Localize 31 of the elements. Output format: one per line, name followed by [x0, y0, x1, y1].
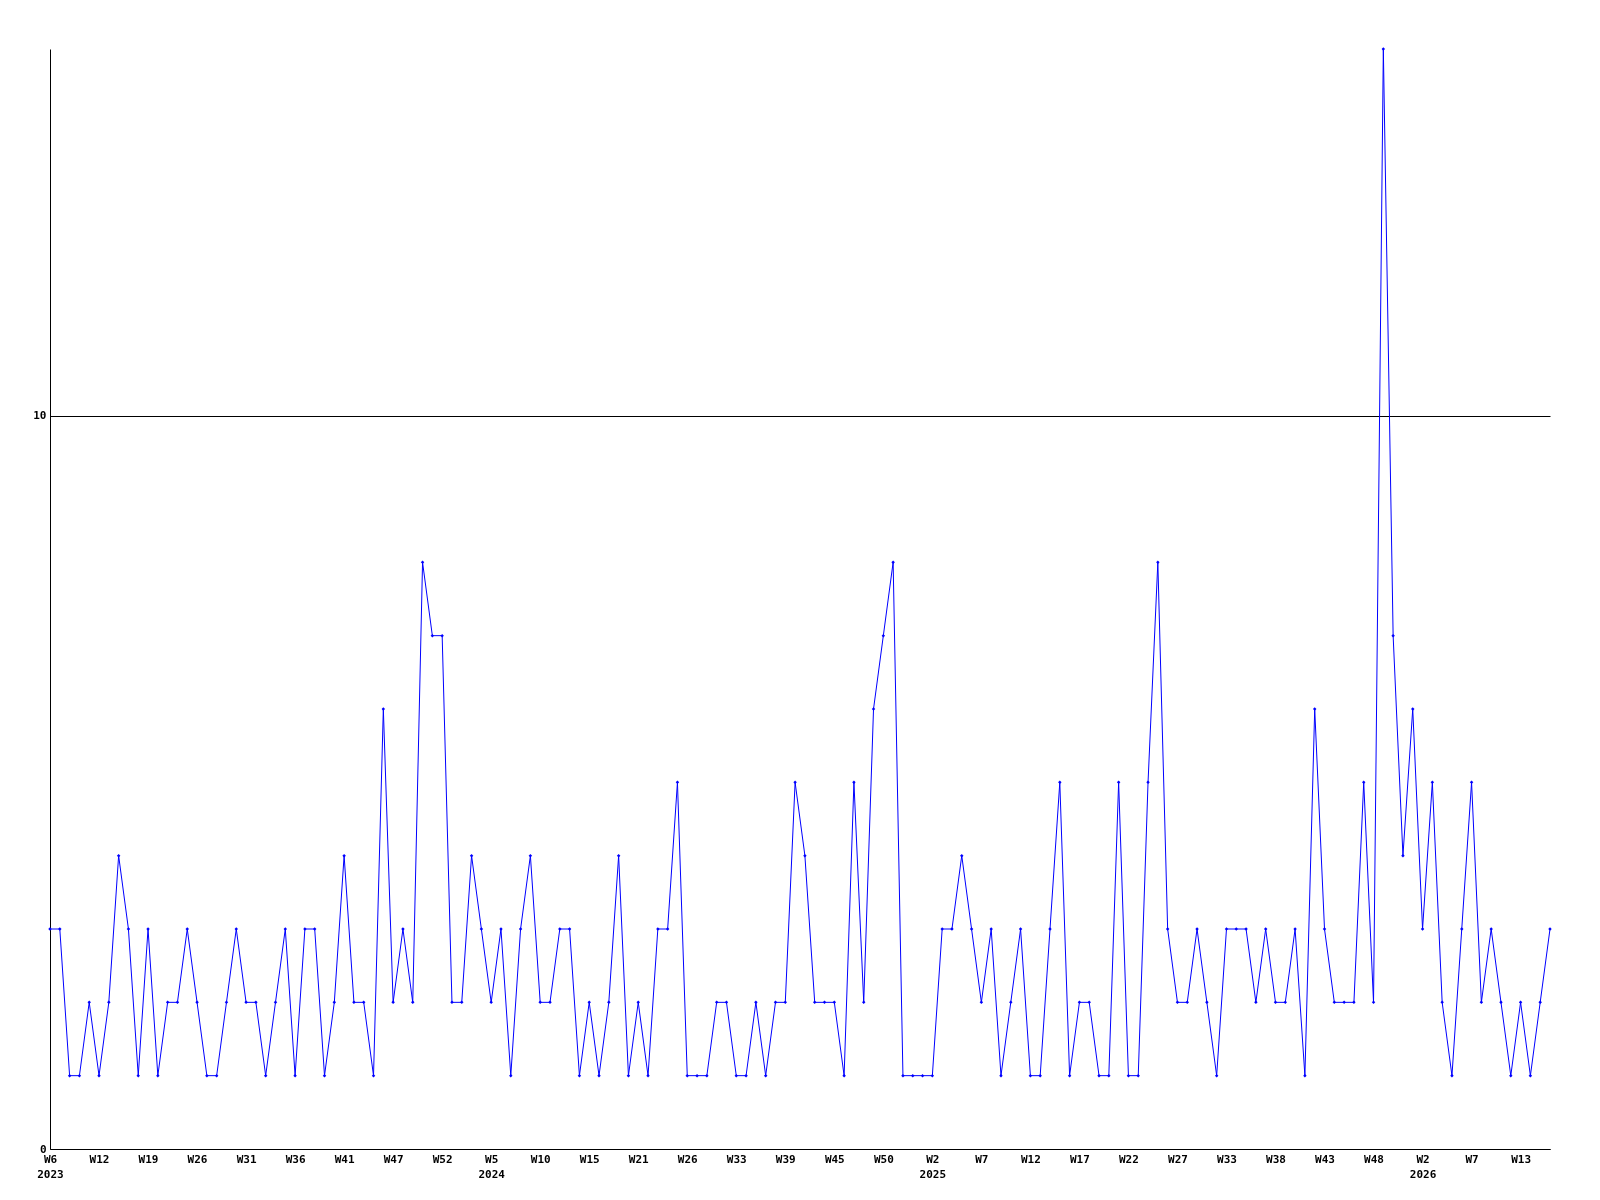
x-tick-label: W38 — [1266, 1152, 1286, 1166]
x-tick-label: W26 — [187, 1152, 208, 1166]
x-tick-label: W36 — [285, 1152, 306, 1166]
x-tick-label: W12 — [89, 1152, 110, 1166]
x-tick-label: W2 2025 — [919, 1152, 947, 1181]
x-tick-label: W12 — [1020, 1152, 1041, 1166]
x-tick-label: W31 — [236, 1152, 257, 1166]
x-tick-label: W52 — [432, 1152, 453, 1166]
x-tick-label: W7 — [1465, 1152, 1479, 1166]
x-tick-label: W27 — [1168, 1152, 1188, 1166]
x-tick-label: W21 — [628, 1152, 650, 1166]
x-tick-label: W17 — [1069, 1152, 1090, 1166]
x-tick-label: W5 2024 — [478, 1152, 506, 1181]
x-tick-label: W10 — [530, 1152, 551, 1166]
x-tick-label: W33 — [1217, 1152, 1237, 1166]
x-tick-label: W41 — [334, 1152, 355, 1166]
x-tick-label: W19 — [138, 1152, 159, 1166]
x-tick-label: W47 — [383, 1152, 404, 1166]
x-tick-label: W43 — [1315, 1152, 1335, 1166]
y-tick-label: 10 — [33, 409, 47, 423]
x-tick-label: W33 — [726, 1152, 747, 1166]
x-tick-label: W22 — [1118, 1152, 1139, 1166]
x-tick-label: W48 — [1364, 1152, 1384, 1166]
x-tick-label: W15 — [579, 1152, 600, 1166]
x-tick-label: W45 — [824, 1152, 845, 1166]
x-tick-label: W7 — [975, 1152, 989, 1166]
x-tick-label: W2 2026 — [1409, 1152, 1437, 1181]
x-tick-label: W13 — [1511, 1152, 1532, 1166]
x-tick-label: W50 — [873, 1152, 894, 1166]
x-tick-label: W39 — [775, 1152, 796, 1166]
x-tick-label: W26 — [677, 1152, 699, 1166]
